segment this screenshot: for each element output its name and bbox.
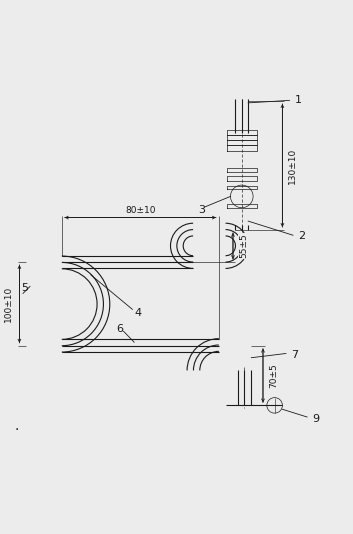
Text: 130±10: 130±10 [288, 147, 297, 184]
Text: 5: 5 [21, 283, 28, 293]
Text: 2: 2 [298, 231, 305, 241]
Text: 9: 9 [312, 414, 319, 425]
Text: 1: 1 [295, 96, 302, 105]
Text: 7: 7 [291, 350, 298, 360]
Text: 100±10: 100±10 [4, 286, 13, 322]
Text: .: . [14, 419, 18, 433]
Text: 6: 6 [116, 324, 123, 334]
Text: 80±10: 80±10 [125, 206, 156, 215]
Text: 70±5: 70±5 [269, 363, 278, 388]
Text: 4: 4 [134, 308, 141, 318]
Text: 3: 3 [198, 205, 205, 215]
Text: 55±5: 55±5 [239, 233, 248, 258]
